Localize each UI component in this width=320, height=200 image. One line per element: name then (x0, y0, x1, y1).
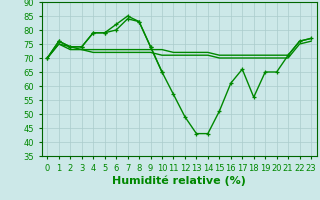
X-axis label: Humidité relative (%): Humidité relative (%) (112, 175, 246, 186)
